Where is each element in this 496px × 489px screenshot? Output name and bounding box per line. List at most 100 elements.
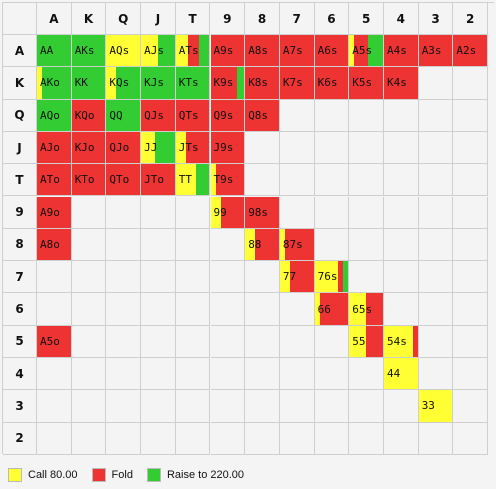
empty-cell[interactable] xyxy=(453,99,489,132)
hand-cell-88[interactable]: 88 xyxy=(245,228,280,262)
empty-cell[interactable] xyxy=(384,99,419,132)
empty-cell[interactable] xyxy=(314,196,350,229)
hand-cell-ATo[interactable]: ATo xyxy=(37,164,72,197)
hand-cell-ATs[interactable]: ATs xyxy=(175,35,211,68)
empty-cell[interactable] xyxy=(453,325,489,358)
empty-cell[interactable] xyxy=(349,99,384,132)
empty-cell[interactable] xyxy=(106,261,142,294)
empty-cell[interactable] xyxy=(175,390,211,423)
hand-cell-KQo[interactable]: KQo xyxy=(71,99,107,132)
empty-cell[interactable] xyxy=(71,196,107,229)
empty-cell[interactable] xyxy=(418,358,454,391)
empty-cell[interactable] xyxy=(279,358,315,391)
empty-cell[interactable] xyxy=(37,358,72,391)
empty-cell[interactable] xyxy=(418,99,454,132)
hand-cell-JTo[interactable]: JTo xyxy=(141,164,176,197)
hand-cell-KTs[interactable]: KTs xyxy=(175,67,211,100)
empty-cell[interactable] xyxy=(349,196,384,229)
empty-cell[interactable] xyxy=(210,422,246,455)
empty-cell[interactable] xyxy=(384,261,419,294)
empty-cell[interactable] xyxy=(384,293,419,326)
empty-cell[interactable] xyxy=(245,293,280,326)
empty-cell[interactable] xyxy=(71,390,107,423)
empty-cell[interactable] xyxy=(349,131,384,165)
empty-cell[interactable] xyxy=(141,228,176,262)
empty-cell[interactable] xyxy=(106,325,142,358)
hand-cell-AA[interactable]: AA xyxy=(37,35,72,68)
hand-cell-65s[interactable]: 65s xyxy=(349,293,384,326)
empty-cell[interactable] xyxy=(453,293,489,326)
empty-cell[interactable] xyxy=(279,325,315,358)
empty-cell[interactable] xyxy=(245,164,280,197)
hand-cell-66[interactable]: 66 xyxy=(314,293,350,326)
hand-cell-J9s[interactable]: J9s xyxy=(210,131,246,165)
hand-cell-K6s[interactable]: K6s xyxy=(314,67,350,100)
empty-cell[interactable] xyxy=(418,67,454,100)
hand-cell-33[interactable]: 33 xyxy=(418,390,454,423)
empty-cell[interactable] xyxy=(245,390,280,423)
hand-cell-A5o[interactable]: A5o xyxy=(37,325,72,358)
hand-cell-KK[interactable]: KK xyxy=(71,67,107,100)
empty-cell[interactable] xyxy=(175,228,211,262)
empty-cell[interactable] xyxy=(314,390,350,423)
empty-cell[interactable] xyxy=(279,293,315,326)
empty-cell[interactable] xyxy=(210,261,246,294)
empty-cell[interactable] xyxy=(314,228,350,262)
empty-cell[interactable] xyxy=(279,422,315,455)
empty-cell[interactable] xyxy=(37,293,72,326)
empty-cell[interactable] xyxy=(106,228,142,262)
hand-cell-K5s[interactable]: K5s xyxy=(349,67,384,100)
empty-cell[interactable] xyxy=(349,390,384,423)
empty-cell[interactable] xyxy=(175,422,211,455)
empty-cell[interactable] xyxy=(37,261,72,294)
hand-cell-T9s[interactable]: T9s xyxy=(210,164,246,197)
empty-cell[interactable] xyxy=(106,358,142,391)
empty-cell[interactable] xyxy=(106,390,142,423)
hand-cell-A9s[interactable]: A9s xyxy=(210,35,246,68)
empty-cell[interactable] xyxy=(106,293,142,326)
hand-cell-A3s[interactable]: A3s xyxy=(418,35,454,68)
empty-cell[interactable] xyxy=(349,228,384,262)
empty-cell[interactable] xyxy=(210,228,246,262)
empty-cell[interactable] xyxy=(210,358,246,391)
hand-cell-K4s[interactable]: K4s xyxy=(384,67,419,100)
empty-cell[interactable] xyxy=(71,261,107,294)
hand-cell-A7s[interactable]: A7s xyxy=(279,35,315,68)
empty-cell[interactable] xyxy=(314,325,350,358)
empty-cell[interactable] xyxy=(384,131,419,165)
empty-cell[interactable] xyxy=(384,164,419,197)
empty-cell[interactable] xyxy=(71,228,107,262)
empty-cell[interactable] xyxy=(314,358,350,391)
empty-cell[interactable] xyxy=(141,358,176,391)
empty-cell[interactable] xyxy=(418,325,454,358)
empty-cell[interactable] xyxy=(453,67,489,100)
hand-cell-A8s[interactable]: A8s xyxy=(245,35,280,68)
empty-cell[interactable] xyxy=(418,261,454,294)
empty-cell[interactable] xyxy=(453,196,489,229)
empty-cell[interactable] xyxy=(141,325,176,358)
hand-cell-QJs[interactable]: QJs xyxy=(141,99,176,132)
hand-cell-KJs[interactable]: KJs xyxy=(141,67,176,100)
hand-cell-A8o[interactable]: A8o xyxy=(37,228,72,262)
hand-cell-QTs[interactable]: QTs xyxy=(175,99,211,132)
empty-cell[interactable] xyxy=(453,358,489,391)
empty-cell[interactable] xyxy=(418,228,454,262)
empty-cell[interactable] xyxy=(71,358,107,391)
hand-cell-Q9s[interactable]: Q9s xyxy=(210,99,246,132)
empty-cell[interactable] xyxy=(210,390,246,423)
hand-cell-AQo[interactable]: AQo xyxy=(37,99,72,132)
empty-cell[interactable] xyxy=(175,196,211,229)
empty-cell[interactable] xyxy=(245,325,280,358)
hand-cell-TT[interactable]: TT xyxy=(175,164,211,197)
empty-cell[interactable] xyxy=(349,422,384,455)
empty-cell[interactable] xyxy=(314,131,350,165)
hand-cell-99[interactable]: 99 xyxy=(210,196,246,229)
hand-cell-A5s[interactable]: A5s xyxy=(349,35,384,68)
hand-cell-AKo[interactable]: AKo xyxy=(37,67,72,100)
empty-cell[interactable] xyxy=(175,293,211,326)
empty-cell[interactable] xyxy=(314,99,350,132)
empty-cell[interactable] xyxy=(453,228,489,262)
hand-cell-AQs[interactable]: AQs xyxy=(106,35,142,68)
empty-cell[interactable] xyxy=(418,196,454,229)
hand-cell-54s[interactable]: 54s xyxy=(384,325,419,358)
